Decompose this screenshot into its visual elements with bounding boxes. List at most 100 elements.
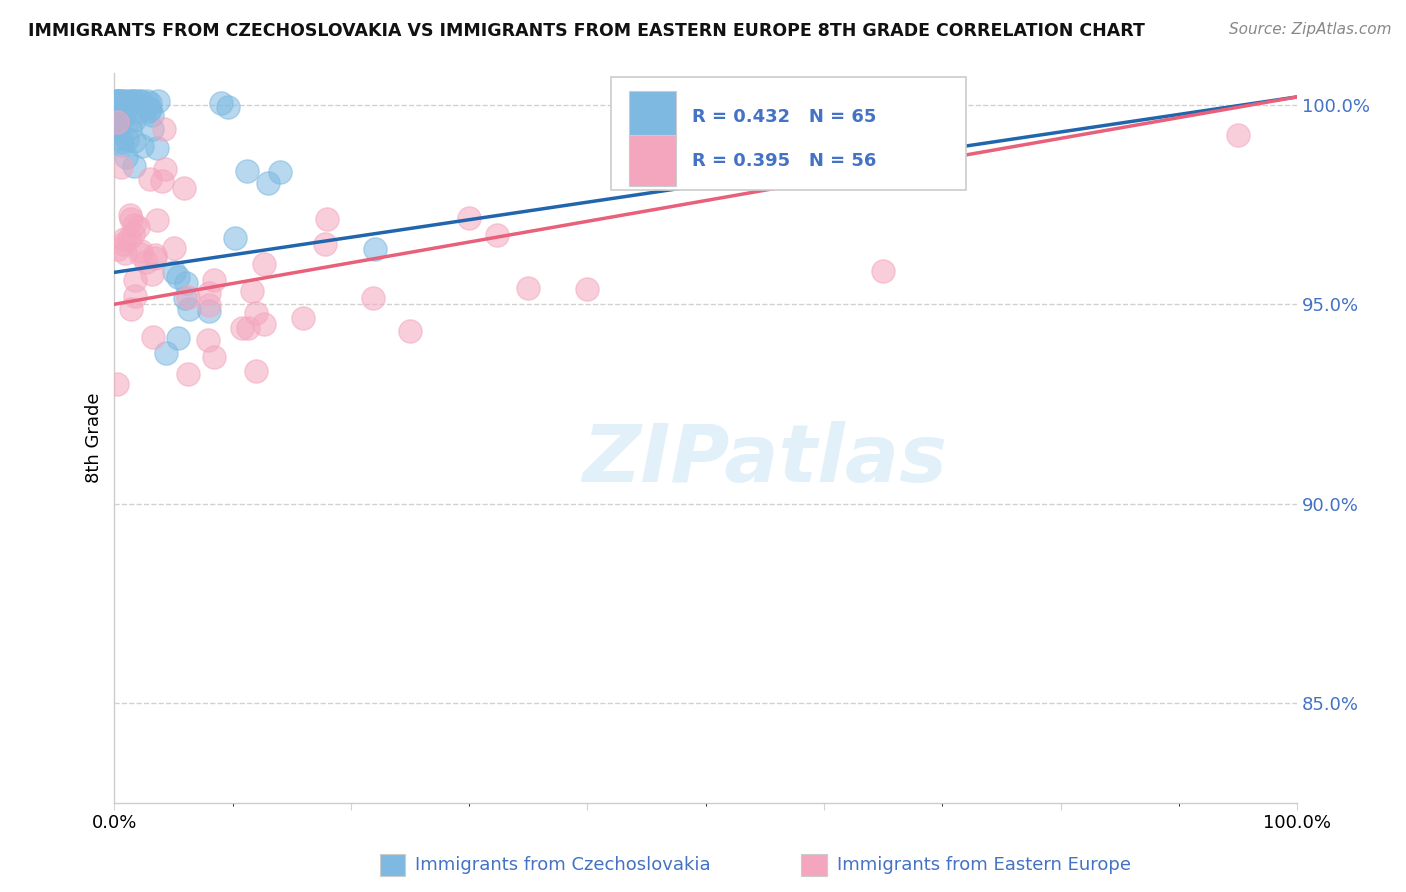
Point [107,131,129,145]
Text: ZIPatlas: ZIPatlas [582,421,948,499]
Point [107,112,129,126]
Point [117,94,139,108]
Point [111,109,134,123]
FancyBboxPatch shape [612,77,966,190]
Point [107,104,129,119]
Point [141,267,163,281]
Point [146,213,169,227]
Point [314,236,336,251]
Text: Source: ZipAtlas.com: Source: ZipAtlas.com [1229,22,1392,37]
Point [167,331,190,345]
Point [111,135,134,149]
Point [872,264,894,278]
Point [292,311,315,326]
Point [174,276,197,290]
Point [115,100,138,114]
Point [105,94,128,108]
Point [135,100,157,114]
Point [139,172,162,186]
Point [143,252,166,266]
Point [245,305,267,319]
Point [231,321,253,335]
Point [202,350,225,364]
Point [177,290,200,304]
Point [224,231,246,245]
Point [198,304,221,318]
Point [143,247,166,261]
Point [129,244,152,259]
Point [104,95,127,110]
Point [117,132,139,146]
Text: R = 0.432   N = 65: R = 0.432 N = 65 [692,108,876,126]
Point [120,208,142,222]
Point [122,105,145,120]
Point [122,134,145,148]
Point [135,254,157,268]
Point [127,219,149,234]
Point [105,120,128,134]
Point [695,164,717,178]
Point [107,94,129,108]
Point [197,334,219,348]
Point [122,94,145,108]
Point [112,94,135,108]
Point [363,242,385,256]
Point [141,122,163,136]
Point [236,321,259,335]
Point [209,96,232,111]
Point [162,265,184,279]
Bar [628,91,676,143]
Point [198,286,221,301]
Point [120,302,142,317]
Point [110,160,132,174]
Point [173,181,195,195]
Point [107,113,129,128]
Point [124,94,146,108]
Point [121,94,143,108]
Point [129,94,152,108]
Point [316,211,339,226]
Point [1226,128,1249,142]
Point [111,111,134,125]
Point [122,218,145,232]
Text: Immigrants from Czechoslovakia: Immigrants from Czechoslovakia [415,856,710,874]
Point [253,318,276,332]
Point [138,102,160,116]
Point [146,141,169,155]
Point [111,237,134,252]
Point [118,112,141,127]
Text: Immigrants from Eastern Europe: Immigrants from Eastern Europe [837,856,1130,874]
Point [576,282,599,296]
Point [136,94,159,108]
Point [124,273,146,287]
Point [108,109,131,123]
Point [155,345,177,359]
Point [107,118,129,132]
Point [245,364,267,378]
Point [139,96,162,111]
Point [236,164,259,178]
Text: R = 0.395   N = 56: R = 0.395 N = 56 [692,152,876,169]
Bar [628,135,676,186]
Point [138,103,160,118]
Point [124,159,146,173]
Point [104,111,127,125]
Point [399,325,422,339]
Point [115,150,138,164]
Point [253,257,276,271]
Point [110,112,132,126]
Text: IMMIGRANTS FROM CZECHOSLOVAKIA VS IMMIGRANTS FROM EASTERN EUROPE 8TH GRADE CORRE: IMMIGRANTS FROM CZECHOSLOVAKIA VS IMMIGR… [28,22,1144,40]
Point [240,285,263,299]
Point [128,94,150,108]
Point [129,247,152,261]
Point [198,298,221,312]
Point [257,176,280,190]
Point [174,291,197,305]
Point [269,164,291,178]
Point [112,94,135,108]
Point [162,241,184,255]
Point [217,100,239,114]
Point [112,107,135,121]
Point [153,122,176,136]
Point [166,269,188,284]
